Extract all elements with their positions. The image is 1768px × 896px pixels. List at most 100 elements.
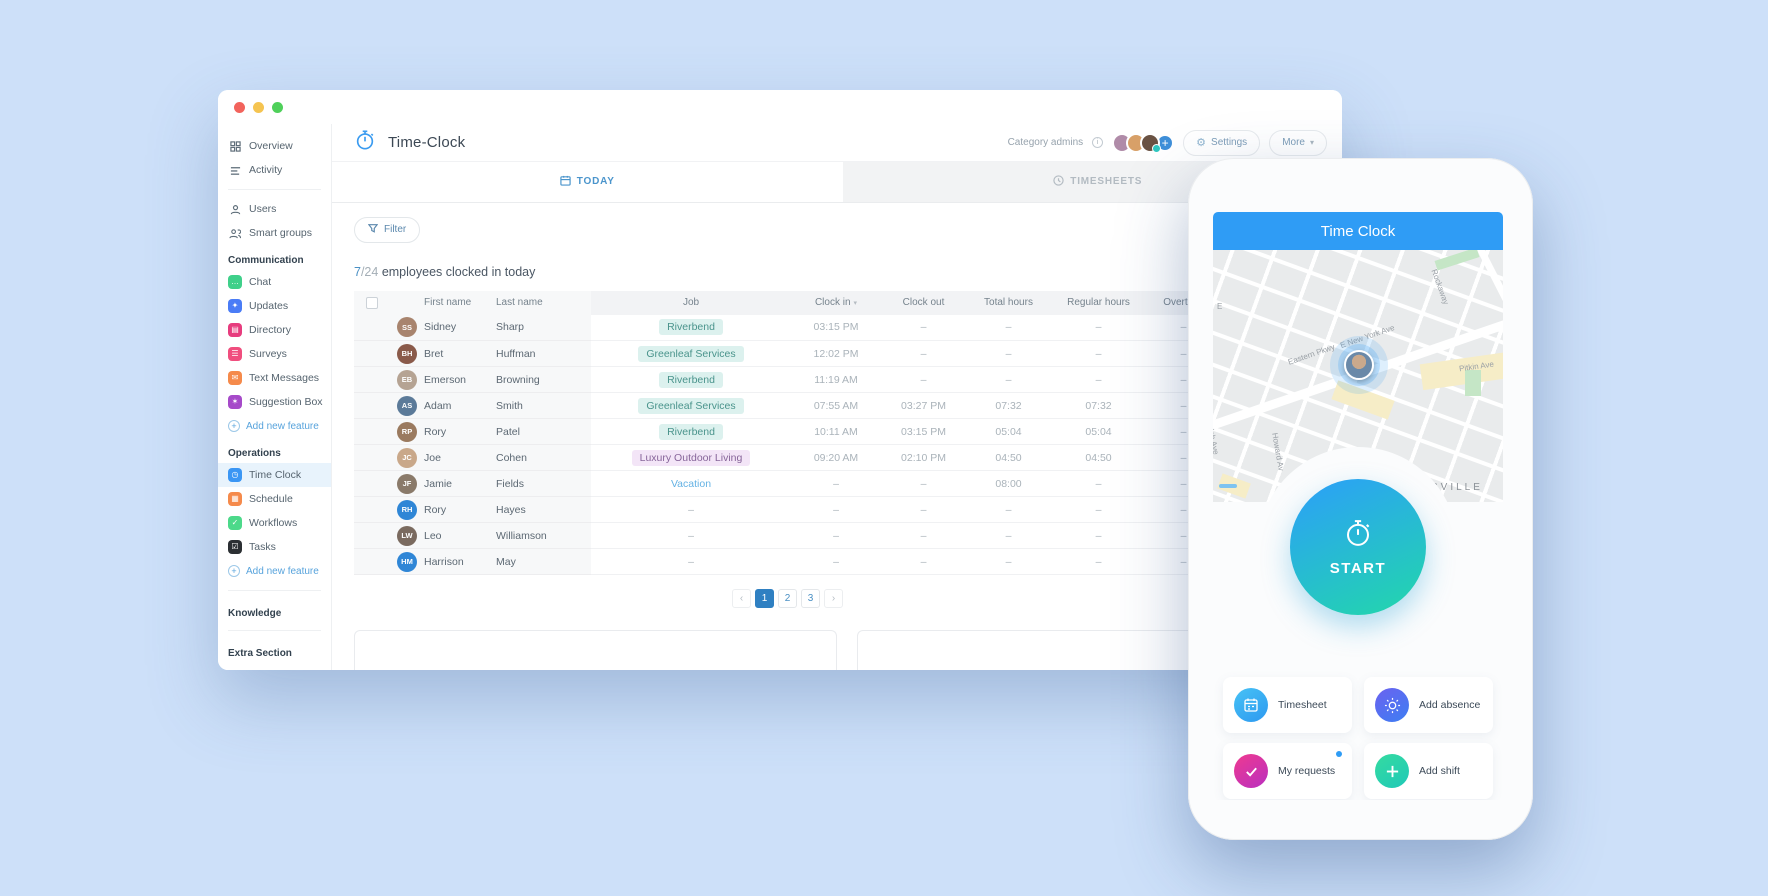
quick-actions-grid: Timesheet Add absence My requests Add xyxy=(1223,677,1493,799)
sidebar-item[interactable]: ✦ Updates xyxy=(218,294,331,318)
page-1-button[interactable]: 1 xyxy=(755,589,774,608)
add-absence-card[interactable]: Add absence xyxy=(1364,677,1493,733)
more-button[interactable]: More ▾ xyxy=(1269,129,1327,156)
sidebar-item[interactable]: ◷ Time Clock xyxy=(218,463,331,487)
col-total-hours[interactable]: Total hours xyxy=(966,290,1051,315)
select-all-checkbox[interactable] xyxy=(366,296,378,309)
col-regular-hours[interactable]: Regular hours xyxy=(1051,290,1146,315)
sidebar-item[interactable]: … Chat xyxy=(218,270,331,294)
add-new-feature-button[interactable]: + Add new feature xyxy=(218,414,331,438)
clock-out-cell: – xyxy=(881,470,966,497)
settings-button[interactable]: ⚙ Settings xyxy=(1183,129,1261,156)
table-row[interactable]: JC Joe Cohen Luxury Outdoor Living 09:20… xyxy=(354,444,1221,471)
table-row[interactable]: EB Emerson Browning Riverbend 11:19 AM –… xyxy=(354,366,1221,393)
pagination: ‹ 1 2 3 › xyxy=(354,589,1221,608)
sidebar-item[interactable]: ▤ Directory xyxy=(218,318,331,342)
notification-dot xyxy=(1336,751,1342,757)
regular-hours-cell: 04:50 xyxy=(1051,444,1146,471)
total-hours-cell: – xyxy=(966,340,1051,367)
avatar: SS xyxy=(397,317,417,338)
col-clock-in[interactable]: Clock in ▾ xyxy=(791,290,881,315)
check-icon xyxy=(1234,754,1268,788)
sidebar-item[interactable]: ▦ Schedule xyxy=(218,487,331,511)
sidebar-item-label: Tasks xyxy=(249,541,276,553)
table-row[interactable]: BH Bret Huffman Greenleaf Services 12:02… xyxy=(354,340,1221,367)
col-last-name[interactable]: Last name xyxy=(496,290,591,315)
my-requests-card[interactable]: My requests xyxy=(1223,743,1352,799)
users-group-icon xyxy=(228,226,242,240)
minimize-window-button[interactable] xyxy=(253,101,264,113)
page-2-button[interactable]: 2 xyxy=(778,589,797,608)
first-name-cell: Adam xyxy=(424,392,496,419)
today-panel: Filter 7/24 employees clocked in today xyxy=(332,203,1342,670)
regular-hours-cell: – xyxy=(1051,470,1146,497)
admin-avatar-stack[interactable]: + xyxy=(1112,132,1175,153)
tab-timesheets[interactable]: TIMESHEETS xyxy=(843,162,1343,201)
col-first-name[interactable]: First name xyxy=(424,290,496,315)
tab-today[interactable]: TODAY xyxy=(332,162,843,202)
titlebar xyxy=(218,90,1342,124)
sidebar-item[interactable]: ✶ Suggestion Box xyxy=(218,390,331,414)
sidebar-item-activity[interactable]: Activity xyxy=(218,158,331,182)
divider xyxy=(228,590,321,591)
table-row[interactable]: LW Leo Williamson – – – – – – xyxy=(354,522,1221,549)
info-icon[interactable]: i xyxy=(1092,137,1104,149)
filter-button[interactable]: Filter xyxy=(354,216,421,243)
sidebar-group-communication: … Chat ✦ Updates ▤ Directory ☰ xyxy=(218,270,331,414)
add-new-feature-button[interactable]: + Add new feature xyxy=(218,559,331,583)
sidebar-item-smart-groups[interactable]: Smart groups xyxy=(218,221,331,245)
zoom-window-button[interactable] xyxy=(272,101,283,113)
gear-icon: ⚙ xyxy=(1196,137,1207,150)
last-name-cell: Smith xyxy=(496,392,591,419)
prev-page-button[interactable]: ‹ xyxy=(732,589,751,608)
avatar: JC xyxy=(397,447,417,468)
app-icon: ▤ xyxy=(228,323,242,337)
regular-hours-cell: 05:04 xyxy=(1051,418,1146,445)
add-shift-card[interactable]: Add shift xyxy=(1364,743,1493,799)
page-3-button[interactable]: 3 xyxy=(801,589,820,608)
job-cell: Vacation xyxy=(591,470,791,497)
desktop-window: Overview Activity Users Smart groups xyxy=(218,90,1342,670)
sidebar-item[interactable]: ☰ Surveys xyxy=(218,342,331,366)
last-name-cell: Browning xyxy=(496,366,591,393)
regular-hours-cell: – xyxy=(1051,548,1146,575)
job-cell: Riverbend xyxy=(591,366,791,393)
sidebar-section-extra[interactable]: Extra Section xyxy=(228,648,292,659)
clock-out-cell: – xyxy=(881,366,966,393)
start-clock-button[interactable]: START xyxy=(1290,479,1426,615)
sidebar-item-overview[interactable]: Overview xyxy=(218,134,331,158)
sidebar: Overview Activity Users Smart groups xyxy=(218,124,332,670)
table-row[interactable]: RH Rory Hayes – – – – – – xyxy=(354,496,1221,523)
timesheet-card[interactable]: Timesheet xyxy=(1223,677,1352,733)
clock-in-cell: 11:19 AM xyxy=(791,366,881,393)
table-row[interactable]: JF Jamie Fields Vacation – – 08:00 – – xyxy=(354,470,1221,497)
sidebar-item[interactable]: ☑ Tasks xyxy=(218,535,331,559)
sidebar-section-knowledge[interactable]: Knowledge xyxy=(228,608,282,619)
col-job[interactable]: Job xyxy=(591,290,791,315)
close-window-button[interactable] xyxy=(234,101,245,113)
col-clock-out[interactable]: Clock out xyxy=(881,290,966,315)
sidebar-item-users[interactable]: Users xyxy=(218,197,331,221)
summary-card xyxy=(354,630,837,670)
sidebar-item[interactable]: ✉ Text Messages xyxy=(218,366,331,390)
sidebar-item-label: Overview xyxy=(249,140,293,152)
next-page-button[interactable]: › xyxy=(824,589,843,608)
app-icon: ☰ xyxy=(228,347,242,361)
regular-hours-cell: – xyxy=(1051,496,1146,523)
page-header: Time-Clock Category admins i + ⚙ Setting… xyxy=(332,124,1342,163)
job-cell: Luxury Outdoor Living xyxy=(591,444,791,471)
phone-screen: Time Clock E Eastern Pkwy E New York Ave… xyxy=(1213,212,1503,800)
clock-in-cell: 07:55 AM xyxy=(791,392,881,419)
sidebar-item-label: Chat xyxy=(249,276,272,288)
clock-out-cell: 03:27 PM xyxy=(881,392,966,419)
table-row[interactable]: SS Sidney Sharp Riverbend 03:15 PM – – –… xyxy=(354,314,1221,341)
card-label: Add shift xyxy=(1419,765,1460,777)
last-name-cell: Fields xyxy=(496,470,591,497)
sidebar-item[interactable]: ✓ Workflows xyxy=(218,511,331,535)
table-row[interactable]: HM Harrison May – – – – – – xyxy=(354,548,1221,575)
tab-bar: TODAY TIMESHEETS xyxy=(332,162,1343,203)
map-water xyxy=(1219,484,1237,488)
table-row[interactable]: RP Rory Patel Riverbend 10:11 AM 03:15 P… xyxy=(354,418,1221,445)
table-row[interactable]: AS Adam Smith Greenleaf Services 07:55 A… xyxy=(354,392,1221,419)
sidebar-item-label: Time Clock xyxy=(249,469,302,481)
